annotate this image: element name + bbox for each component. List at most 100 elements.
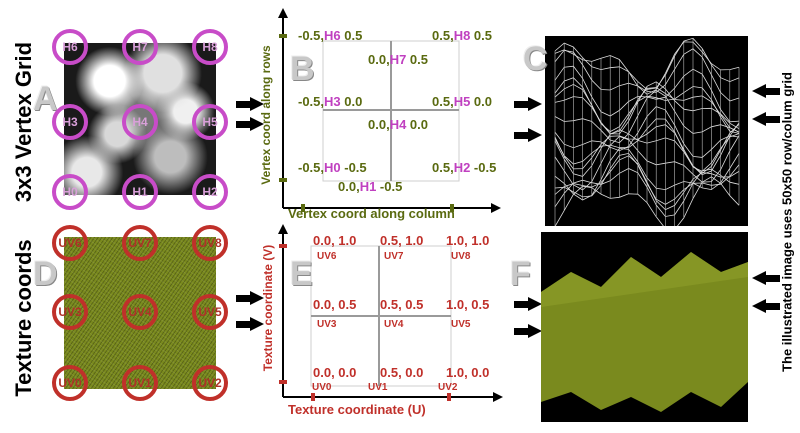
vertex-ring: H3 bbox=[52, 104, 88, 140]
uv-ring: UV6 bbox=[52, 225, 88, 261]
texture-graph-axes bbox=[278, 224, 503, 402]
arrow-left-icon bbox=[752, 271, 780, 285]
uv-name-label: UV6 bbox=[317, 251, 337, 262]
arrow-right-icon bbox=[236, 117, 264, 131]
vertex-point-label: -0.5,H0 -0.5 bbox=[298, 160, 367, 175]
texture-graph-ylabel: Texture coordinate (V) bbox=[261, 244, 275, 372]
uv-value-label: 1.0, 0.5 bbox=[446, 297, 490, 312]
side-note: The illustrated image uses 50x50 row/col… bbox=[779, 72, 795, 372]
vertex-name: H7 bbox=[389, 52, 407, 67]
arrow-right-icon bbox=[236, 291, 264, 305]
uv-name-label: UV4 bbox=[384, 319, 404, 330]
vertex-point-label: 0.5,H5 0.0 bbox=[432, 94, 492, 109]
vertex-coord: -0.5, bbox=[298, 94, 325, 109]
vertex-coord: 0.5 bbox=[406, 52, 428, 67]
arrow-right-icon bbox=[236, 97, 264, 111]
vertex-coord: 0.5, bbox=[432, 160, 454, 175]
vertex-coord: 0.5, bbox=[432, 28, 454, 43]
uv-name-label: UV8 bbox=[451, 251, 471, 262]
uv-ring-label: UV5 bbox=[198, 305, 222, 319]
vertex-ring-label: H5 bbox=[202, 115, 218, 129]
vertex-name: H3 bbox=[324, 94, 341, 109]
arrow-right-icon bbox=[514, 128, 542, 142]
texture-graph-xlabel: Texture coordinate (U) bbox=[288, 402, 426, 417]
vertex-coord: -0.5 bbox=[340, 160, 367, 175]
vertex-point-label: -0.5,H6 0.5 bbox=[298, 28, 362, 43]
uv-value-label: 0.0, 0.5 bbox=[313, 297, 357, 312]
vertex-ring-label: H0 bbox=[62, 185, 78, 199]
vertex-ring-label: H4 bbox=[132, 115, 148, 129]
vertex-coord: 0.5, bbox=[432, 94, 454, 109]
vertex-coord: 0.5 bbox=[470, 28, 492, 43]
panel-letter-f: F bbox=[510, 255, 531, 293]
uv-ring-label: UV2 bbox=[198, 376, 222, 390]
vertex-point-label: -0.5,H3 0.0 bbox=[298, 94, 362, 109]
vertex-ring-label: H8 bbox=[202, 40, 218, 54]
arrow-right-icon bbox=[236, 317, 264, 331]
uv-ring-label: UV6 bbox=[58, 236, 82, 250]
vertex-ring-label: H1 bbox=[132, 185, 148, 199]
uv-ring-label: UV0 bbox=[58, 376, 82, 390]
vertex-coord: 0.0 bbox=[406, 117, 428, 132]
vertex-name: H0 bbox=[324, 160, 341, 175]
vertex-ring: H4 bbox=[122, 104, 158, 140]
vertex-coord: -0.5 bbox=[470, 160, 497, 175]
panel-letter-b: B bbox=[290, 50, 315, 88]
panel-letter-d: D bbox=[33, 255, 58, 293]
uv-value-label: 0.5, 0.5 bbox=[380, 297, 424, 312]
uv-name-label: UV0 bbox=[312, 382, 332, 393]
vertex-graph-axes bbox=[278, 8, 501, 213]
textured-terrain-render bbox=[541, 232, 748, 422]
vertex-ring: H6 bbox=[52, 29, 88, 65]
wireframe-terrain-render bbox=[545, 36, 748, 226]
vertex-coord: 0.5 bbox=[340, 28, 363, 43]
uv-ring-label: UV3 bbox=[58, 305, 82, 319]
uv-ring-label: UV1 bbox=[128, 376, 152, 390]
vertex-graph-ylabel: Vertex coord along rows bbox=[259, 45, 273, 185]
vertex-coord: 0.0, bbox=[368, 117, 390, 132]
uv-name-label: UV2 bbox=[438, 382, 458, 393]
vertex-name: H5 bbox=[453, 94, 471, 109]
vertex-coord: 0.0, bbox=[368, 52, 390, 67]
uv-name-label: UV1 bbox=[368, 382, 388, 393]
vertex-name: H1 bbox=[359, 179, 377, 194]
vertex-name: H8 bbox=[453, 28, 471, 43]
uv-ring-label: UV7 bbox=[128, 236, 152, 250]
uv-name-label: UV7 bbox=[384, 251, 404, 262]
uv-ring: UV3 bbox=[52, 294, 88, 330]
arrow-left-icon bbox=[752, 84, 780, 98]
uv-ring: UV7 bbox=[122, 225, 158, 261]
vertex-coord: 0.0 bbox=[470, 94, 492, 109]
vertex-coord: -0.5, bbox=[298, 28, 325, 43]
uv-ring-label: UV8 bbox=[198, 236, 222, 250]
uv-ring: UV1 bbox=[122, 365, 158, 401]
uv-ring: UV8 bbox=[192, 225, 228, 261]
vertex-ring-label: H6 bbox=[62, 40, 78, 54]
uv-value-label: 0.5, 1.0 bbox=[380, 233, 424, 248]
uv-ring: UV2 bbox=[192, 365, 228, 401]
vertex-ring-label: H3 bbox=[62, 115, 78, 129]
uv-ring: UV4 bbox=[122, 294, 158, 330]
vertex-coord: 0.0, bbox=[338, 179, 360, 194]
uv-name-label: UV3 bbox=[317, 319, 337, 330]
row-label-vertex-grid: 3x3 Vertex Grid bbox=[11, 41, 36, 203]
vertex-name: H2 bbox=[453, 160, 471, 175]
vertex-ring: H0 bbox=[52, 174, 88, 210]
uv-ring: UV5 bbox=[192, 294, 228, 330]
vertex-ring: H5 bbox=[192, 104, 228, 140]
vertex-name: H4 bbox=[389, 117, 407, 132]
uv-value-label: 1.0, 1.0 bbox=[446, 233, 490, 248]
vertex-ring-label: H7 bbox=[132, 40, 148, 54]
uv-value-label: 0.0, 0.0 bbox=[313, 365, 357, 380]
vertex-point-label: 0.5,H8 0.5 bbox=[432, 28, 492, 43]
vertex-ring: H1 bbox=[122, 174, 158, 210]
vertex-point-label: 0.5,H2 -0.5 bbox=[432, 160, 496, 175]
arrow-right-icon bbox=[514, 324, 542, 338]
uv-ring-label: UV4 bbox=[128, 305, 152, 319]
uv-ring: UV0 bbox=[52, 365, 88, 401]
vertex-name: H6 bbox=[324, 28, 341, 43]
vertex-ring-label: H2 bbox=[202, 185, 218, 199]
vertex-ring: H7 bbox=[122, 29, 158, 65]
panel-letter-e: E bbox=[290, 255, 313, 293]
uv-name-label: UV5 bbox=[451, 319, 471, 330]
